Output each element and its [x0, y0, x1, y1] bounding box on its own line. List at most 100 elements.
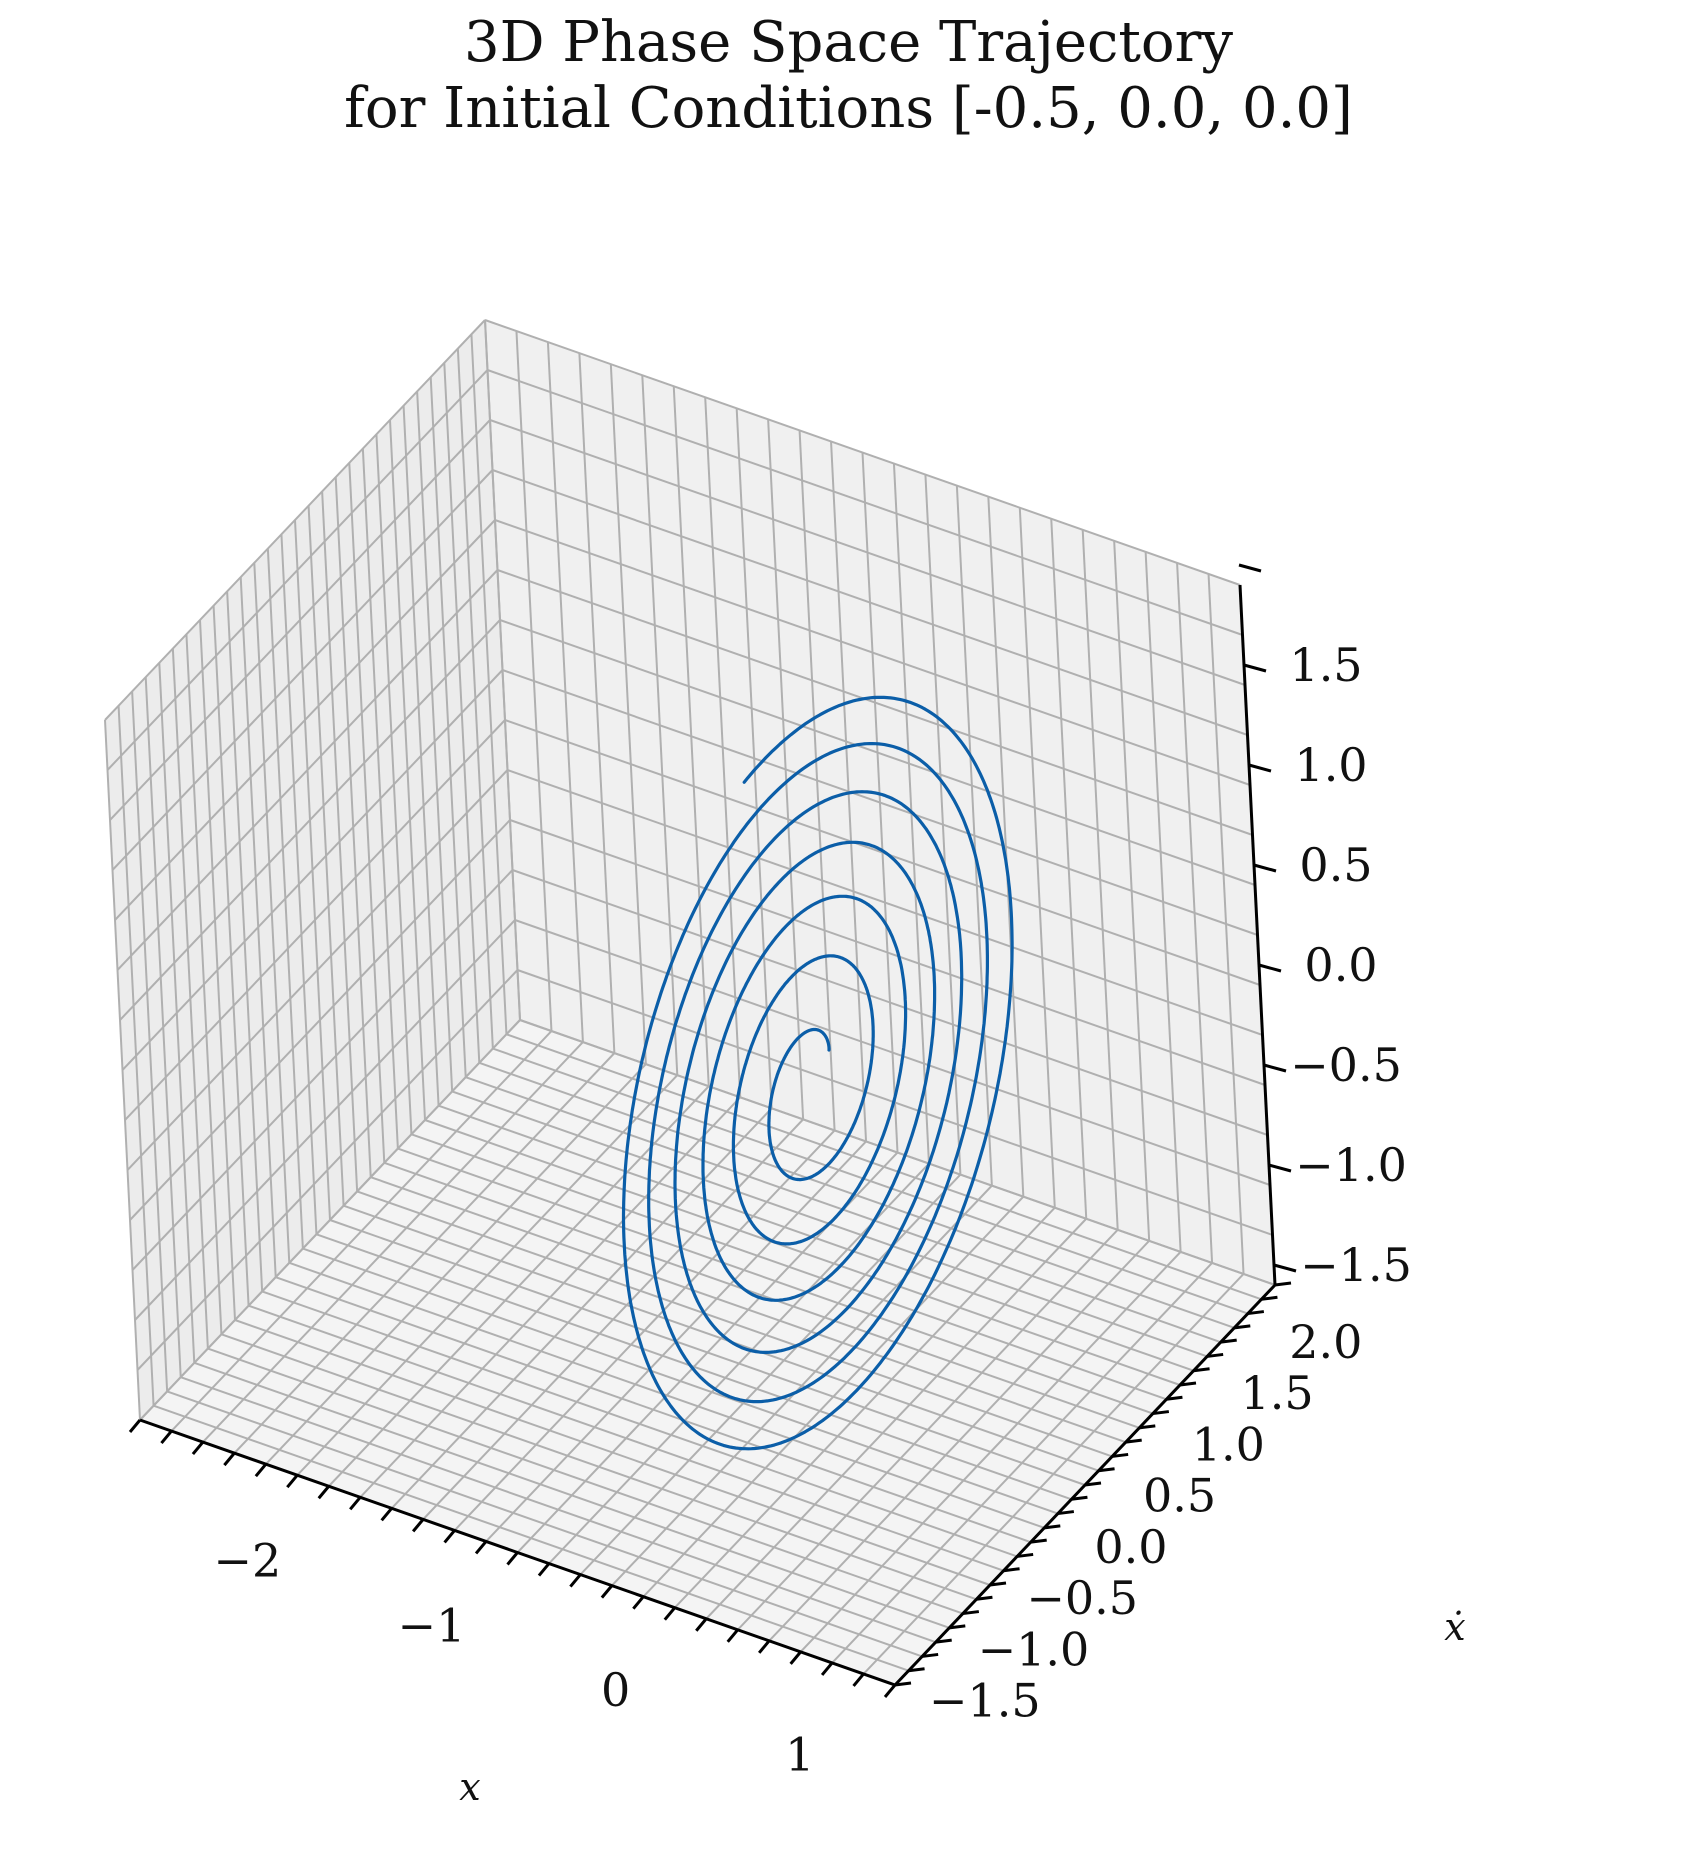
x-tick-mark: [286, 1474, 299, 1489]
tick-marks: [128, 563, 1297, 1698]
x-tick-mark: [349, 1496, 362, 1511]
z-tick-mark: [1248, 763, 1272, 773]
x-tick-mark: [411, 1518, 425, 1533]
floor-grid-line: [506, 1033, 1262, 1301]
back-grid-line: [507, 769, 1263, 1036]
y-tick-mark: [1206, 1352, 1224, 1358]
x-tick-mark: [474, 1540, 488, 1555]
y-tick-mark: [1152, 1410, 1170, 1416]
y-tick-mark: [908, 1667, 925, 1673]
z-tick-mark: [1263, 1063, 1287, 1073]
back-grid-line: [502, 669, 1258, 936]
y-tick-mark: [1111, 1452, 1129, 1458]
title-line-1: 3D Phase Space Trajectory: [463, 10, 1234, 75]
floor-grid-line: [221, 1333, 977, 1601]
back-grid-line: [497, 569, 1253, 836]
floor-grid-line: [180, 1376, 937, 1644]
left-grid-line: [121, 669, 504, 1071]
z-tick-mark: [1268, 1163, 1292, 1173]
y-tick-mark: [1071, 1495, 1088, 1501]
y-tick-mark: [1193, 1367, 1210, 1373]
x-tick-mark: [128, 1419, 142, 1433]
x-tick-mark: [380, 1507, 393, 1522]
z-tick-label: −1.0: [1295, 1138, 1407, 1192]
x-tick-mark: [537, 1562, 551, 1577]
y-tick-mark: [1084, 1481, 1102, 1487]
floor-grid-line: [288, 1261, 1045, 1529]
left-grid-line: [116, 569, 499, 971]
left-grid-line: [109, 419, 491, 821]
z-tick-mark: [1273, 1263, 1297, 1273]
left-grid-line: [126, 769, 509, 1171]
z-tick-label: −0.5: [1290, 1038, 1402, 1092]
floor-grid-line: [261, 1290, 1018, 1558]
left-grid-line: [136, 969, 519, 1371]
y-tick-mark: [1125, 1438, 1142, 1444]
z-tick-mark: [1243, 663, 1267, 673]
floor-grid-line: [397, 1147, 1154, 1415]
x-tick-mark: [632, 1595, 645, 1610]
left-grid-line: [119, 619, 501, 1021]
x-axis-label: x: [459, 1765, 480, 1809]
left-grid-line: [134, 919, 516, 1321]
floor-grid-line: [492, 1047, 1249, 1315]
x-tick-label: −1: [398, 1598, 466, 1652]
back-grid-line: [512, 869, 1268, 1136]
y-axis-label: ẋ: [1444, 1605, 1465, 1649]
left-grid-line: [111, 469, 494, 871]
y-tick-mark: [1234, 1324, 1251, 1330]
back-grid-line: [509, 819, 1266, 1086]
x-tick-mark: [443, 1529, 456, 1544]
x-tick-mark: [789, 1650, 802, 1665]
floor-grid-line: [248, 1304, 1004, 1572]
left-grid-line: [114, 519, 496, 921]
y-tick-mark: [1139, 1424, 1156, 1430]
y-tick-mark: [1003, 1567, 1020, 1573]
y-tick-label: −1.0: [978, 1622, 1090, 1676]
y-tick-mark: [949, 1624, 966, 1630]
floor-grid-line: [370, 1176, 1127, 1444]
y-tick-label: 2.0: [1289, 1315, 1362, 1369]
floor-grid-line: [478, 1061, 1235, 1329]
floor-grid-line: [153, 1404, 909, 1672]
y-tick-mark: [1247, 1310, 1265, 1316]
back-grid-line: [484, 319, 1241, 586]
y-tick-mark: [1044, 1524, 1061, 1530]
floor-grid-line: [438, 1104, 1194, 1372]
y-tick-mark: [1030, 1538, 1047, 1544]
floor-grid-line: [275, 1276, 1032, 1544]
z-tick-label: −1.5: [1300, 1238, 1412, 1292]
z-tick-label: 1.5: [1289, 638, 1362, 692]
x-tick-mark: [758, 1639, 771, 1654]
left-grid-line: [124, 719, 506, 1121]
y-tick-mark: [935, 1638, 952, 1644]
left-grid-line: [139, 1019, 521, 1421]
x-tick-mark: [883, 1684, 897, 1698]
floor-grid-line: [424, 1119, 1181, 1386]
y-tick-mark: [962, 1610, 980, 1616]
x-tick-mark: [160, 1430, 173, 1445]
y-tick-mark: [989, 1581, 1007, 1587]
x-tick-mark: [223, 1452, 236, 1467]
tick-labels: −2−101−1.5−1.0−0.50.00.51.01.52.0−1.5−1.…: [213, 638, 1411, 1782]
x-tick-label: 1: [785, 1728, 814, 1782]
floor-grid-line: [193, 1361, 950, 1629]
y-tick-label: 0.5: [1143, 1469, 1216, 1523]
floor-grid-line: [383, 1161, 1140, 1429]
left-grid-line: [129, 819, 511, 1221]
y-tick-label: 1.0: [1192, 1417, 1265, 1471]
floor-grid-line: [356, 1190, 1113, 1458]
z-tick-mark: [1238, 563, 1262, 573]
x-tick-mark: [726, 1628, 739, 1643]
x-tick-mark: [254, 1463, 267, 1478]
x-tick-label: 0: [601, 1663, 630, 1717]
trajectory-series: [621, 695, 1014, 1451]
floor-grid-line: [329, 1219, 1086, 1486]
y-tick-mark: [921, 1652, 939, 1658]
back-grid-line: [494, 519, 1251, 786]
x-tick-mark: [852, 1672, 865, 1687]
x-tick-mark: [317, 1485, 330, 1500]
y-tick-mark: [1220, 1338, 1237, 1344]
y-tick-mark: [1166, 1395, 1183, 1401]
